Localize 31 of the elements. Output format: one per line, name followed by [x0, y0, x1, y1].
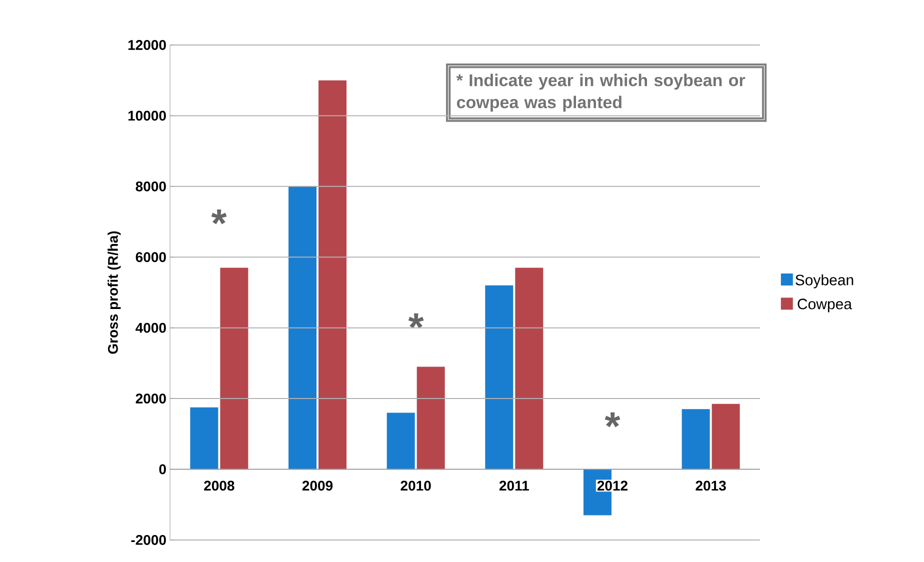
- y-tick-label: 4000: [136, 322, 166, 333]
- bar: [386, 412, 415, 470]
- bar: [416, 366, 445, 470]
- x-tick-label: 2010: [400, 480, 431, 491]
- y-tick-label: 12000: [128, 40, 166, 50]
- x-tick-label: 2009: [302, 480, 333, 491]
- x-tick-label: 2013: [696, 480, 726, 491]
- legend-label: Soybean: [796, 274, 854, 288]
- annotation: *: [408, 313, 424, 328]
- annotation: * Indicate year in which soybean or cowpea was planted: [456, 74, 746, 112]
- bar: [485, 285, 514, 470]
- bar: [515, 268, 544, 470]
- y-tick-label: 0: [159, 464, 166, 474]
- x-tick-label: 2012: [597, 480, 628, 491]
- y-tick-label: -2000: [131, 535, 166, 545]
- y-axis-title: Gross profit (R/ha): [108, 231, 121, 354]
- x-tick-label: 2011: [499, 480, 529, 491]
- legend-label: Cowpea: [798, 298, 852, 312]
- bar: [288, 186, 317, 470]
- y-tick-label: 6000: [136, 252, 166, 262]
- y-tick-label: 2000: [136, 394, 166, 404]
- y-tick-label: 10000: [128, 110, 166, 121]
- bar: [190, 407, 218, 470]
- bar: [682, 409, 710, 470]
- bar: [712, 404, 740, 470]
- bar: [318, 80, 347, 470]
- x-tick-label: 2008: [204, 480, 234, 491]
- annotation: *: [211, 209, 227, 224]
- bar: [220, 268, 248, 470]
- annotation: *: [604, 412, 620, 428]
- y-tick-label: 8000: [136, 181, 166, 192]
